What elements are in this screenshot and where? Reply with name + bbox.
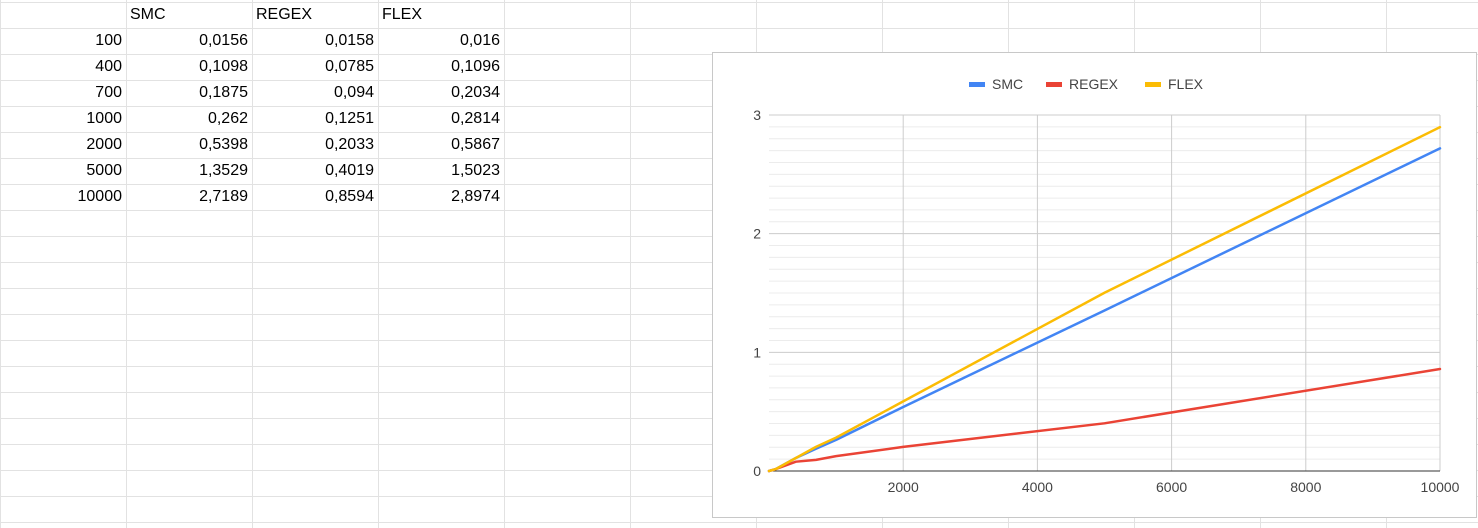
data-cell[interactable]: 0,1251 xyxy=(325,110,374,127)
data-cell[interactable]: 1,3529 xyxy=(199,162,248,179)
data-cell[interactable]: 0,1098 xyxy=(199,58,248,75)
y-tick-label: 1 xyxy=(753,344,761,360)
data-cell[interactable]: 0,5398 xyxy=(199,136,248,153)
data-cell[interactable]: 400 xyxy=(95,58,122,75)
legend-swatch-regex xyxy=(1046,82,1062,87)
legend-swatch-flex xyxy=(1145,82,1161,87)
data-cell[interactable]: 0,8594 xyxy=(325,188,374,205)
data-cell[interactable]: 0,0785 xyxy=(325,58,374,75)
header-cell[interactable]: REGEX xyxy=(256,6,313,23)
line-chart[interactable]: 0 1 2 3 2000 4000 6000 8000 10000 SMC REGEX FLEX xyxy=(712,52,1477,518)
series-line-flex xyxy=(767,125,1442,473)
data-cell[interactable]: 2000 xyxy=(86,136,122,153)
legend-label-smc: SMC xyxy=(992,76,1023,92)
y-tick-label: 2 xyxy=(753,226,761,242)
data-cell[interactable]: 0,1875 xyxy=(199,84,248,101)
data-cell[interactable]: 2,7189 xyxy=(199,188,248,205)
x-tick-label: 2000 xyxy=(888,479,919,495)
data-cell[interactable]: 0,0156 xyxy=(199,32,248,49)
data-cell[interactable]: 0,1096 xyxy=(451,58,500,75)
data-cell[interactable]: 0,4019 xyxy=(325,162,374,179)
data-cell[interactable]: 0,0158 xyxy=(325,32,374,49)
data-cell[interactable]: 100 xyxy=(95,32,122,49)
header-cell[interactable]: SMC xyxy=(130,6,166,23)
data-cell[interactable]: 700 xyxy=(95,84,122,101)
data-cell[interactable]: 0,016 xyxy=(459,32,500,49)
header-cell[interactable]: FLEX xyxy=(382,6,423,23)
data-cell[interactable]: 1000 xyxy=(86,110,122,127)
data-cell[interactable]: 1,5023 xyxy=(451,162,500,179)
legend-swatch-smc xyxy=(969,82,985,87)
x-tick-label: 10000 xyxy=(1421,479,1460,495)
data-cell[interactable]: 0,262 xyxy=(207,110,248,127)
x-tick-label: 8000 xyxy=(1290,479,1321,495)
chart-canvas: 0 1 2 3 2000 4000 6000 8000 10000 SMC REGEX FLEX xyxy=(753,76,1460,495)
data-cell[interactable]: 5000 xyxy=(86,162,122,179)
legend-label-flex: FLEX xyxy=(1168,76,1204,92)
x-tick-label: 4000 xyxy=(1022,479,1053,495)
data-cell[interactable]: 0,094 xyxy=(333,84,374,101)
y-tick-label: 3 xyxy=(753,107,761,123)
data-cell[interactable]: 0,2033 xyxy=(325,136,374,153)
data-cell[interactable]: 10000 xyxy=(77,188,123,205)
x-tick-label: 6000 xyxy=(1156,479,1187,495)
legend-label-regex: REGEX xyxy=(1069,76,1119,92)
data-cell[interactable]: 0,2814 xyxy=(451,110,500,127)
y-tick-label: 0 xyxy=(753,463,761,479)
data-cell[interactable]: 2,8974 xyxy=(451,188,500,205)
data-cell[interactable]: 0,5867 xyxy=(451,136,500,153)
data-cell[interactable]: 0,2034 xyxy=(451,84,500,101)
